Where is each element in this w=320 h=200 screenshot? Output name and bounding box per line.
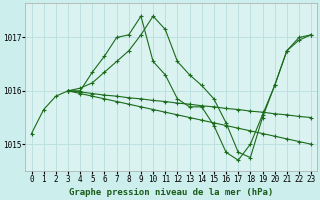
X-axis label: Graphe pression niveau de la mer (hPa): Graphe pression niveau de la mer (hPa) [69,188,274,197]
